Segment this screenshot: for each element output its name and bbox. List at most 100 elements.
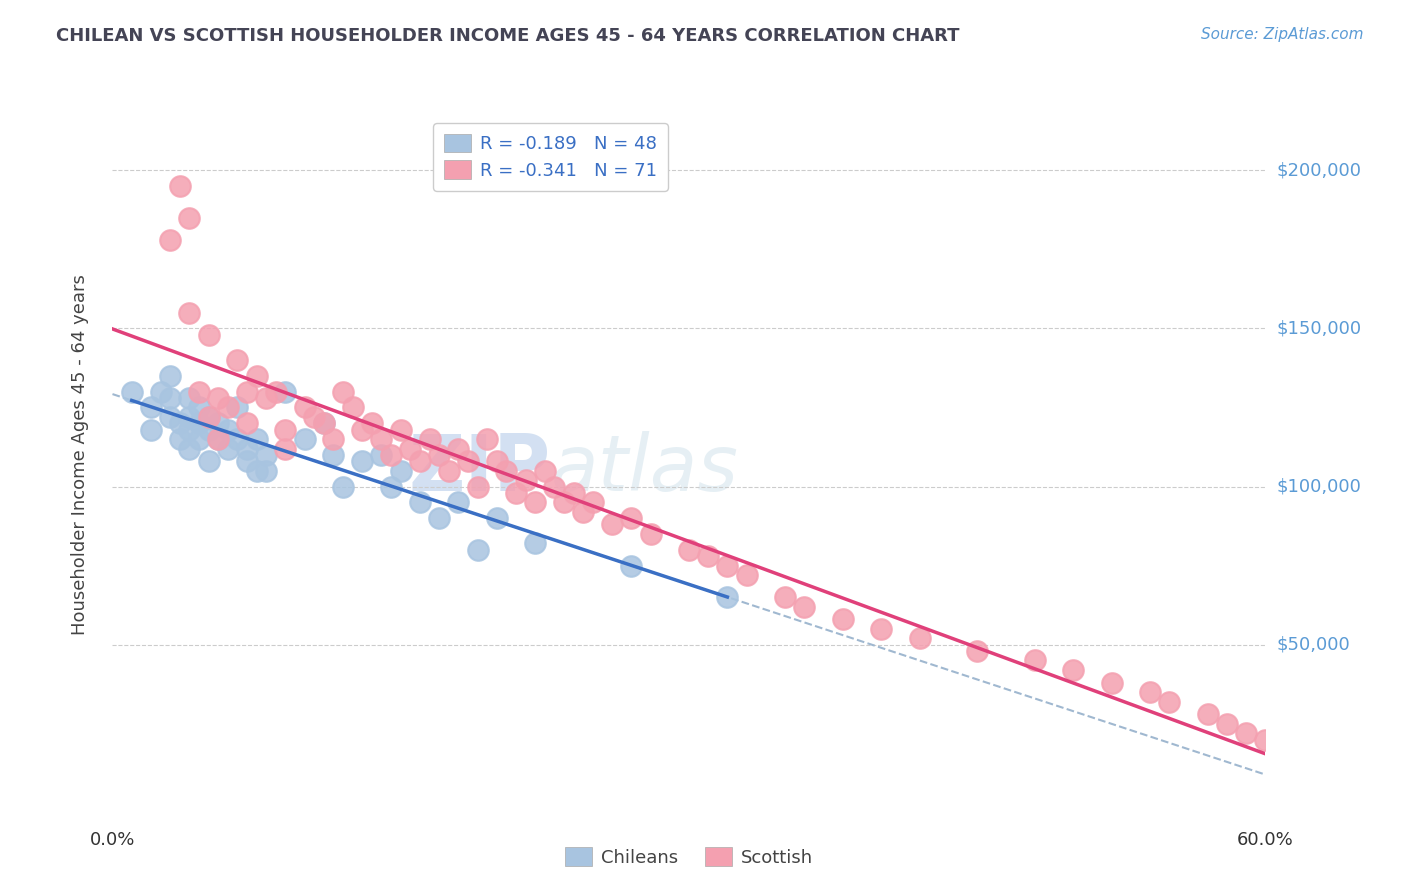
Point [467, 479, 489, 493]
Point [360, 417, 382, 431]
Point [908, 632, 931, 646]
Text: atlas: atlas [551, 431, 738, 507]
Point [312, 417, 335, 431]
Point [419, 432, 441, 446]
Point [207, 432, 229, 446]
Point [226, 353, 249, 368]
Point [159, 391, 181, 405]
Point [197, 327, 219, 342]
Point [197, 423, 219, 437]
Point [245, 432, 267, 446]
Point [187, 432, 211, 446]
Point [254, 448, 277, 462]
Point [179, 409, 201, 424]
Text: $150,000: $150,000 [1277, 319, 1362, 337]
Point [515, 473, 537, 487]
Point [600, 517, 623, 532]
Point [179, 391, 201, 405]
Point [179, 442, 201, 456]
Point [236, 384, 259, 399]
Point [304, 409, 326, 424]
Point [1024, 653, 1046, 667]
Point [773, 591, 796, 605]
Point [640, 527, 662, 541]
Point [1101, 675, 1123, 690]
Point [207, 417, 229, 431]
Point [159, 233, 181, 247]
Text: $50,000: $50,000 [1277, 636, 1351, 654]
Point [207, 391, 229, 405]
Point [274, 442, 297, 456]
Point [245, 464, 267, 478]
Point [236, 417, 259, 431]
Point [447, 442, 470, 456]
Point [187, 401, 211, 415]
Point [187, 417, 211, 431]
Point [1216, 716, 1239, 731]
Point [735, 568, 758, 582]
Text: 60.0%: 60.0% [1237, 830, 1294, 848]
Point [447, 495, 470, 509]
Point [572, 505, 595, 519]
Point [294, 432, 316, 446]
Point [1062, 663, 1084, 677]
Point [159, 409, 181, 424]
Point [505, 486, 527, 500]
Point [389, 423, 412, 437]
Point [409, 454, 432, 468]
Y-axis label: Householder Income Ages 45 - 64 years: Householder Income Ages 45 - 64 years [70, 275, 89, 635]
Point [380, 479, 402, 493]
Point [226, 401, 249, 415]
Point [543, 479, 565, 493]
Point [389, 464, 412, 478]
Point [1197, 707, 1219, 722]
Point [352, 454, 374, 468]
Point [437, 464, 460, 478]
Point [254, 391, 277, 405]
Point [562, 486, 585, 500]
Point [236, 454, 259, 468]
Point [457, 454, 479, 468]
Point [524, 495, 547, 509]
Point [533, 464, 555, 478]
Point [370, 432, 392, 446]
Point [352, 423, 374, 437]
Point [149, 384, 172, 399]
Text: $200,000: $200,000 [1277, 161, 1362, 179]
Point [254, 464, 277, 478]
Point [332, 479, 354, 493]
Point [169, 432, 191, 446]
Point [169, 179, 191, 194]
Point [409, 495, 432, 509]
Point [553, 495, 575, 509]
Point [139, 423, 162, 437]
Point [495, 464, 517, 478]
Point [467, 542, 489, 557]
Point [226, 432, 249, 446]
Point [197, 454, 219, 468]
Point [1254, 732, 1277, 747]
Point [485, 454, 508, 468]
Point [870, 622, 893, 636]
Point [475, 432, 498, 446]
Point [427, 511, 450, 525]
Text: ZIP: ZIP [408, 431, 551, 507]
Point [217, 442, 239, 456]
Point [716, 558, 738, 573]
Text: $100,000: $100,000 [1277, 477, 1362, 496]
Point [380, 448, 402, 462]
Text: Source: ZipAtlas.com: Source: ZipAtlas.com [1201, 27, 1364, 42]
Point [322, 448, 344, 462]
Text: 0.0%: 0.0% [90, 830, 135, 848]
Point [831, 612, 853, 626]
Point [620, 511, 643, 525]
Point [294, 401, 316, 415]
Point [1139, 685, 1161, 699]
Point [274, 384, 297, 399]
Point [217, 423, 239, 437]
Point [187, 384, 211, 399]
Point [179, 423, 201, 437]
Point [236, 442, 259, 456]
Point [793, 599, 815, 614]
Text: CHILEAN VS SCOTTISH HOUSEHOLDER INCOME AGES 45 - 64 YEARS CORRELATION CHART: CHILEAN VS SCOTTISH HOUSEHOLDER INCOME A… [56, 27, 960, 45]
